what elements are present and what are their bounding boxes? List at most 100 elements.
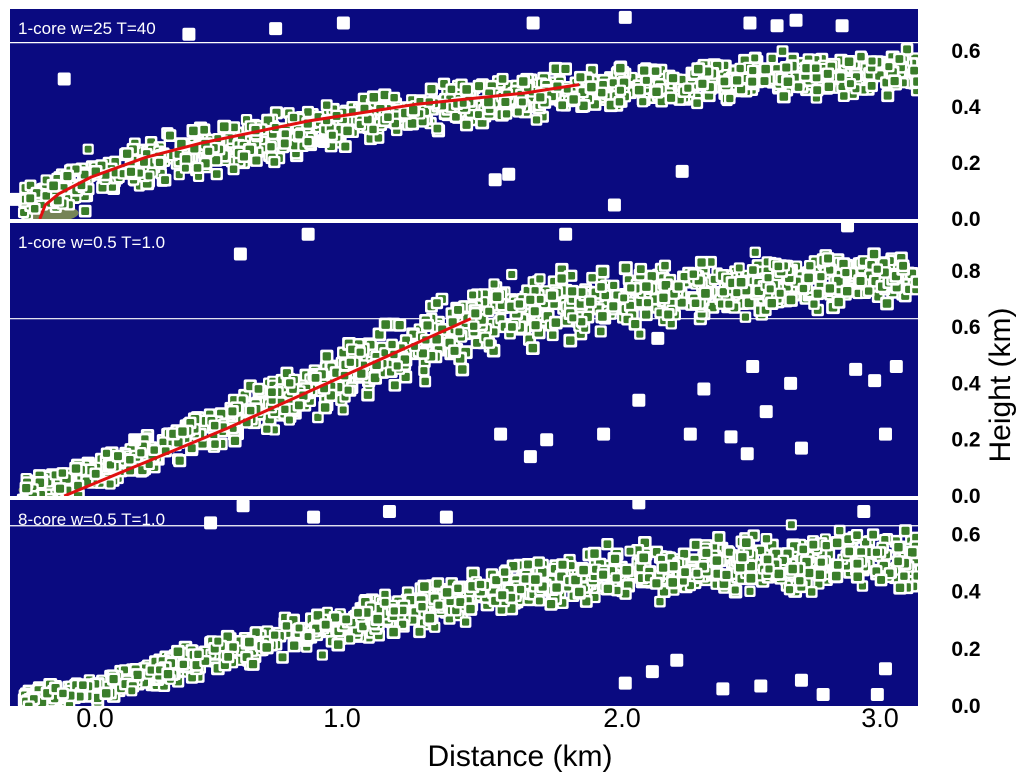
particle-core [53,196,62,205]
particle-core [536,93,545,102]
particle-core [454,305,462,314]
particle-core [913,77,918,86]
particle-core [549,331,557,339]
particle-core [295,130,303,139]
particle-core [776,289,784,297]
particle-core [211,156,221,165]
outlier-marker [523,450,537,464]
particle-core [804,273,813,283]
particle-core [322,352,331,361]
particle-core [691,299,700,308]
outlier-marker [540,433,554,447]
particle-core [161,176,169,185]
particle-core [825,284,835,293]
particle-core [811,64,820,73]
particle-core [736,277,746,287]
particle-core [558,101,567,110]
particle-core [381,320,390,329]
particle-core [169,429,178,438]
particle-core [519,77,528,86]
particle-core [761,64,770,74]
particle-core [551,64,560,74]
particle-core [502,110,511,118]
particle-core [189,126,198,136]
particle-core [843,287,852,296]
particle-core [591,594,599,602]
particle-core [212,170,221,178]
particle-core [651,67,660,75]
particle-core [864,287,873,295]
particle-core [528,343,538,353]
particle-core [178,427,187,436]
particle-core [356,348,364,356]
particle-core [639,98,647,106]
plot-area [10,10,918,219]
y-tick-label: 0.8 [951,260,981,283]
particle-core [634,85,644,95]
particle-core [885,63,893,71]
particle-core [470,322,478,330]
particle-core [536,275,544,283]
particle-core [80,170,89,179]
particle-core [846,80,854,88]
particle-core [380,90,389,100]
particle-core [838,82,846,90]
outlier-marker [632,393,646,407]
particle-core [281,405,289,413]
particle-core [200,125,208,134]
particle-core [636,330,644,338]
panel: 1-core w=0.5 T=1.00.00.20.40.60.8 [10,223,981,508]
particle-core [768,54,776,63]
outlier-marker [835,19,849,33]
particle-core [421,377,429,386]
particle-core [126,167,136,176]
particle-core [72,165,80,173]
outlier-marker [10,192,22,206]
particle-core [615,98,624,106]
particle-core [799,284,808,293]
particle-core [374,134,383,142]
particle-core [343,126,352,136]
outlier-marker [526,16,540,30]
particle-core [427,84,436,94]
outlier-marker [269,22,283,36]
particle-core [817,273,825,281]
particle-core [469,291,477,299]
particle-core [294,401,303,410]
outlier-marker [502,167,516,181]
particle-core [636,265,645,274]
particle-core [642,282,651,291]
particle-core [181,164,189,172]
panel: 8-core w=0.5 T=1.00.00.20.40.6 [10,500,981,718]
particle-core [720,77,729,86]
particle-core [452,112,460,121]
outlier-marker [759,405,773,419]
panels: 1-core w=25 T=400.00.20.40.61-core w=0.5… [10,9,981,718]
particle-core [484,97,493,107]
particle-core [145,172,153,180]
particle-core [409,105,418,115]
outlier-marker [182,27,196,41]
outlier-marker [607,198,621,212]
particle-core [642,76,650,84]
particle-core [586,297,595,306]
outlier-marker [128,433,142,447]
particle-core [561,64,570,73]
particle-core [640,66,649,75]
outlier-marker [770,19,784,33]
particle-core [304,137,312,146]
particle-core [320,403,330,412]
particle-core [270,426,278,434]
particle-core [42,192,51,200]
outlier-marker [794,441,808,455]
particle-core [624,276,632,284]
outlier-marker [559,227,573,241]
particle-core [270,158,279,166]
particle-core [81,207,90,216]
particle-core [667,320,675,328]
particle-core [667,93,676,102]
particle-core [254,385,263,393]
particle-core [810,300,818,308]
particle-core [668,74,678,83]
particle-core [475,111,482,118]
